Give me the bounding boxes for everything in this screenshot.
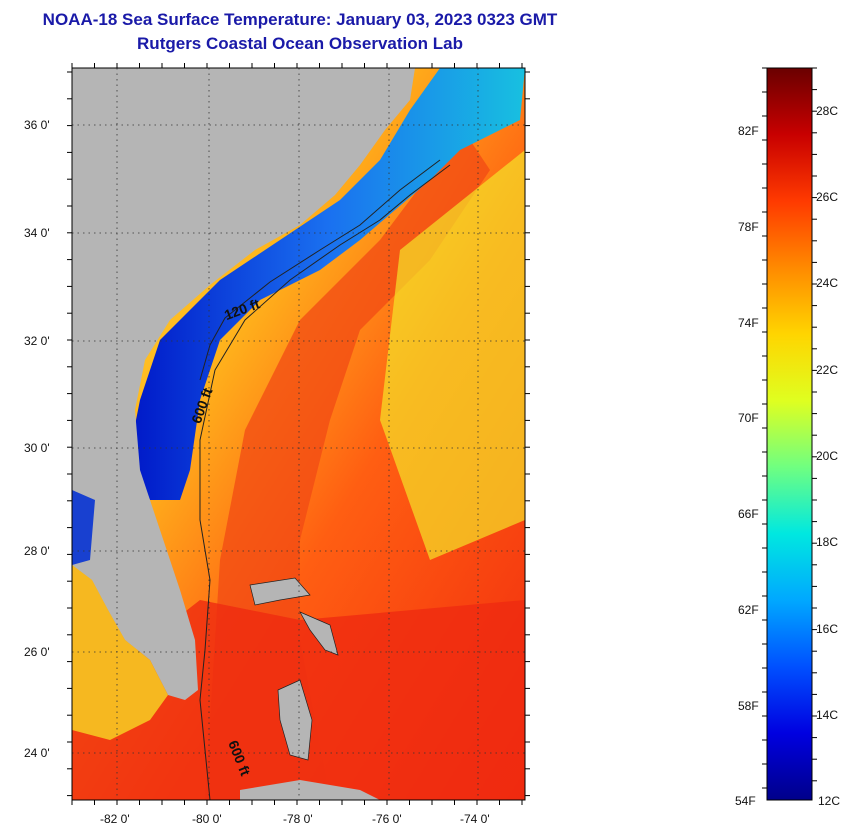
graticule <box>72 68 525 800</box>
bahamas-andros <box>277 679 313 761</box>
lon-label-76: -76 0' <box>372 812 402 826</box>
cold-coastal-band <box>130 68 525 500</box>
lat-label-28: 28 0' <box>24 544 50 558</box>
scale-f-78: 78F <box>738 220 759 234</box>
bahamas-grand-bahama <box>249 577 311 606</box>
lon-label-74: -74 0' <box>460 812 490 826</box>
map-subtitle: Rutgers Coastal Ocean Observation Lab <box>137 34 463 53</box>
map-title: NOAA-18 Sea Surface Temperature: January… <box>42 10 558 29</box>
gulf-coast-water <box>72 565 168 740</box>
lon-label-82: -82 0' <box>100 812 130 826</box>
lat-label-26: 26 0' <box>24 645 50 659</box>
lon-label-80: -80 0' <box>192 812 222 826</box>
gulf-water-blue <box>72 490 95 565</box>
offshore-yellow <box>380 150 525 560</box>
color-scale-gradient <box>766 67 813 801</box>
scale-f-74: 74F <box>738 316 759 330</box>
scale-c-14: 14C <box>816 708 839 722</box>
lat-label-36: 36 0' <box>24 118 50 132</box>
scale-c-28: 28C <box>816 104 839 118</box>
lat-label-32: 32 0' <box>24 334 50 348</box>
lon-label-78: -78 0' <box>283 812 313 826</box>
land-us <box>72 68 415 700</box>
scale-f-70: 70F <box>738 411 759 425</box>
scale-c-16: 16C <box>816 622 839 636</box>
color-scale-ticks <box>762 67 817 789</box>
lat-label-24: 24 0' <box>24 746 50 760</box>
scale-f-54: 54F <box>735 794 756 808</box>
scale-c-20: 20C <box>816 449 839 463</box>
lat-label-34: 34 0' <box>24 226 50 240</box>
scale-f-66: 66F <box>738 507 759 521</box>
scale-c-12: 12C <box>818 794 841 808</box>
bahamas-cuba-edge <box>240 780 380 800</box>
bahamas-abaco <box>299 611 339 656</box>
scale-f-62: 62F <box>738 603 759 617</box>
map-frame <box>71 67 526 801</box>
scale-f-58: 58F <box>738 699 759 713</box>
scale-c-18: 18C <box>816 535 839 549</box>
scale-c-22: 22C <box>816 363 839 377</box>
scale-f-82: 82F <box>738 124 759 138</box>
contour-600ft <box>199 164 451 801</box>
contour-120ft <box>199 159 441 381</box>
lat-label-30: 30 0' <box>24 441 50 455</box>
axis-ticks <box>67 63 530 805</box>
scale-c-24: 24C <box>816 276 839 290</box>
scale-c-26: 26C <box>816 190 839 204</box>
